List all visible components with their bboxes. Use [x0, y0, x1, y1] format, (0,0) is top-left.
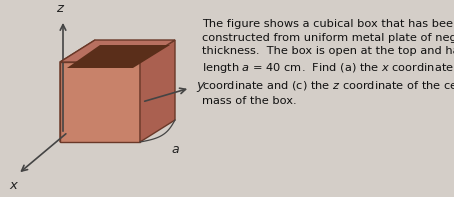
Polygon shape: [67, 45, 170, 68]
Polygon shape: [60, 40, 175, 62]
Polygon shape: [140, 40, 175, 142]
Polygon shape: [60, 62, 140, 142]
Polygon shape: [60, 40, 95, 142]
Text: The figure shows a cubical box that has been
constructed from uniform metal plat: The figure shows a cubical box that has …: [202, 19, 454, 106]
Text: $z$: $z$: [56, 2, 66, 15]
Text: $x$: $x$: [9, 179, 19, 192]
Text: $y$: $y$: [196, 80, 206, 94]
Text: $a$: $a$: [171, 143, 180, 156]
